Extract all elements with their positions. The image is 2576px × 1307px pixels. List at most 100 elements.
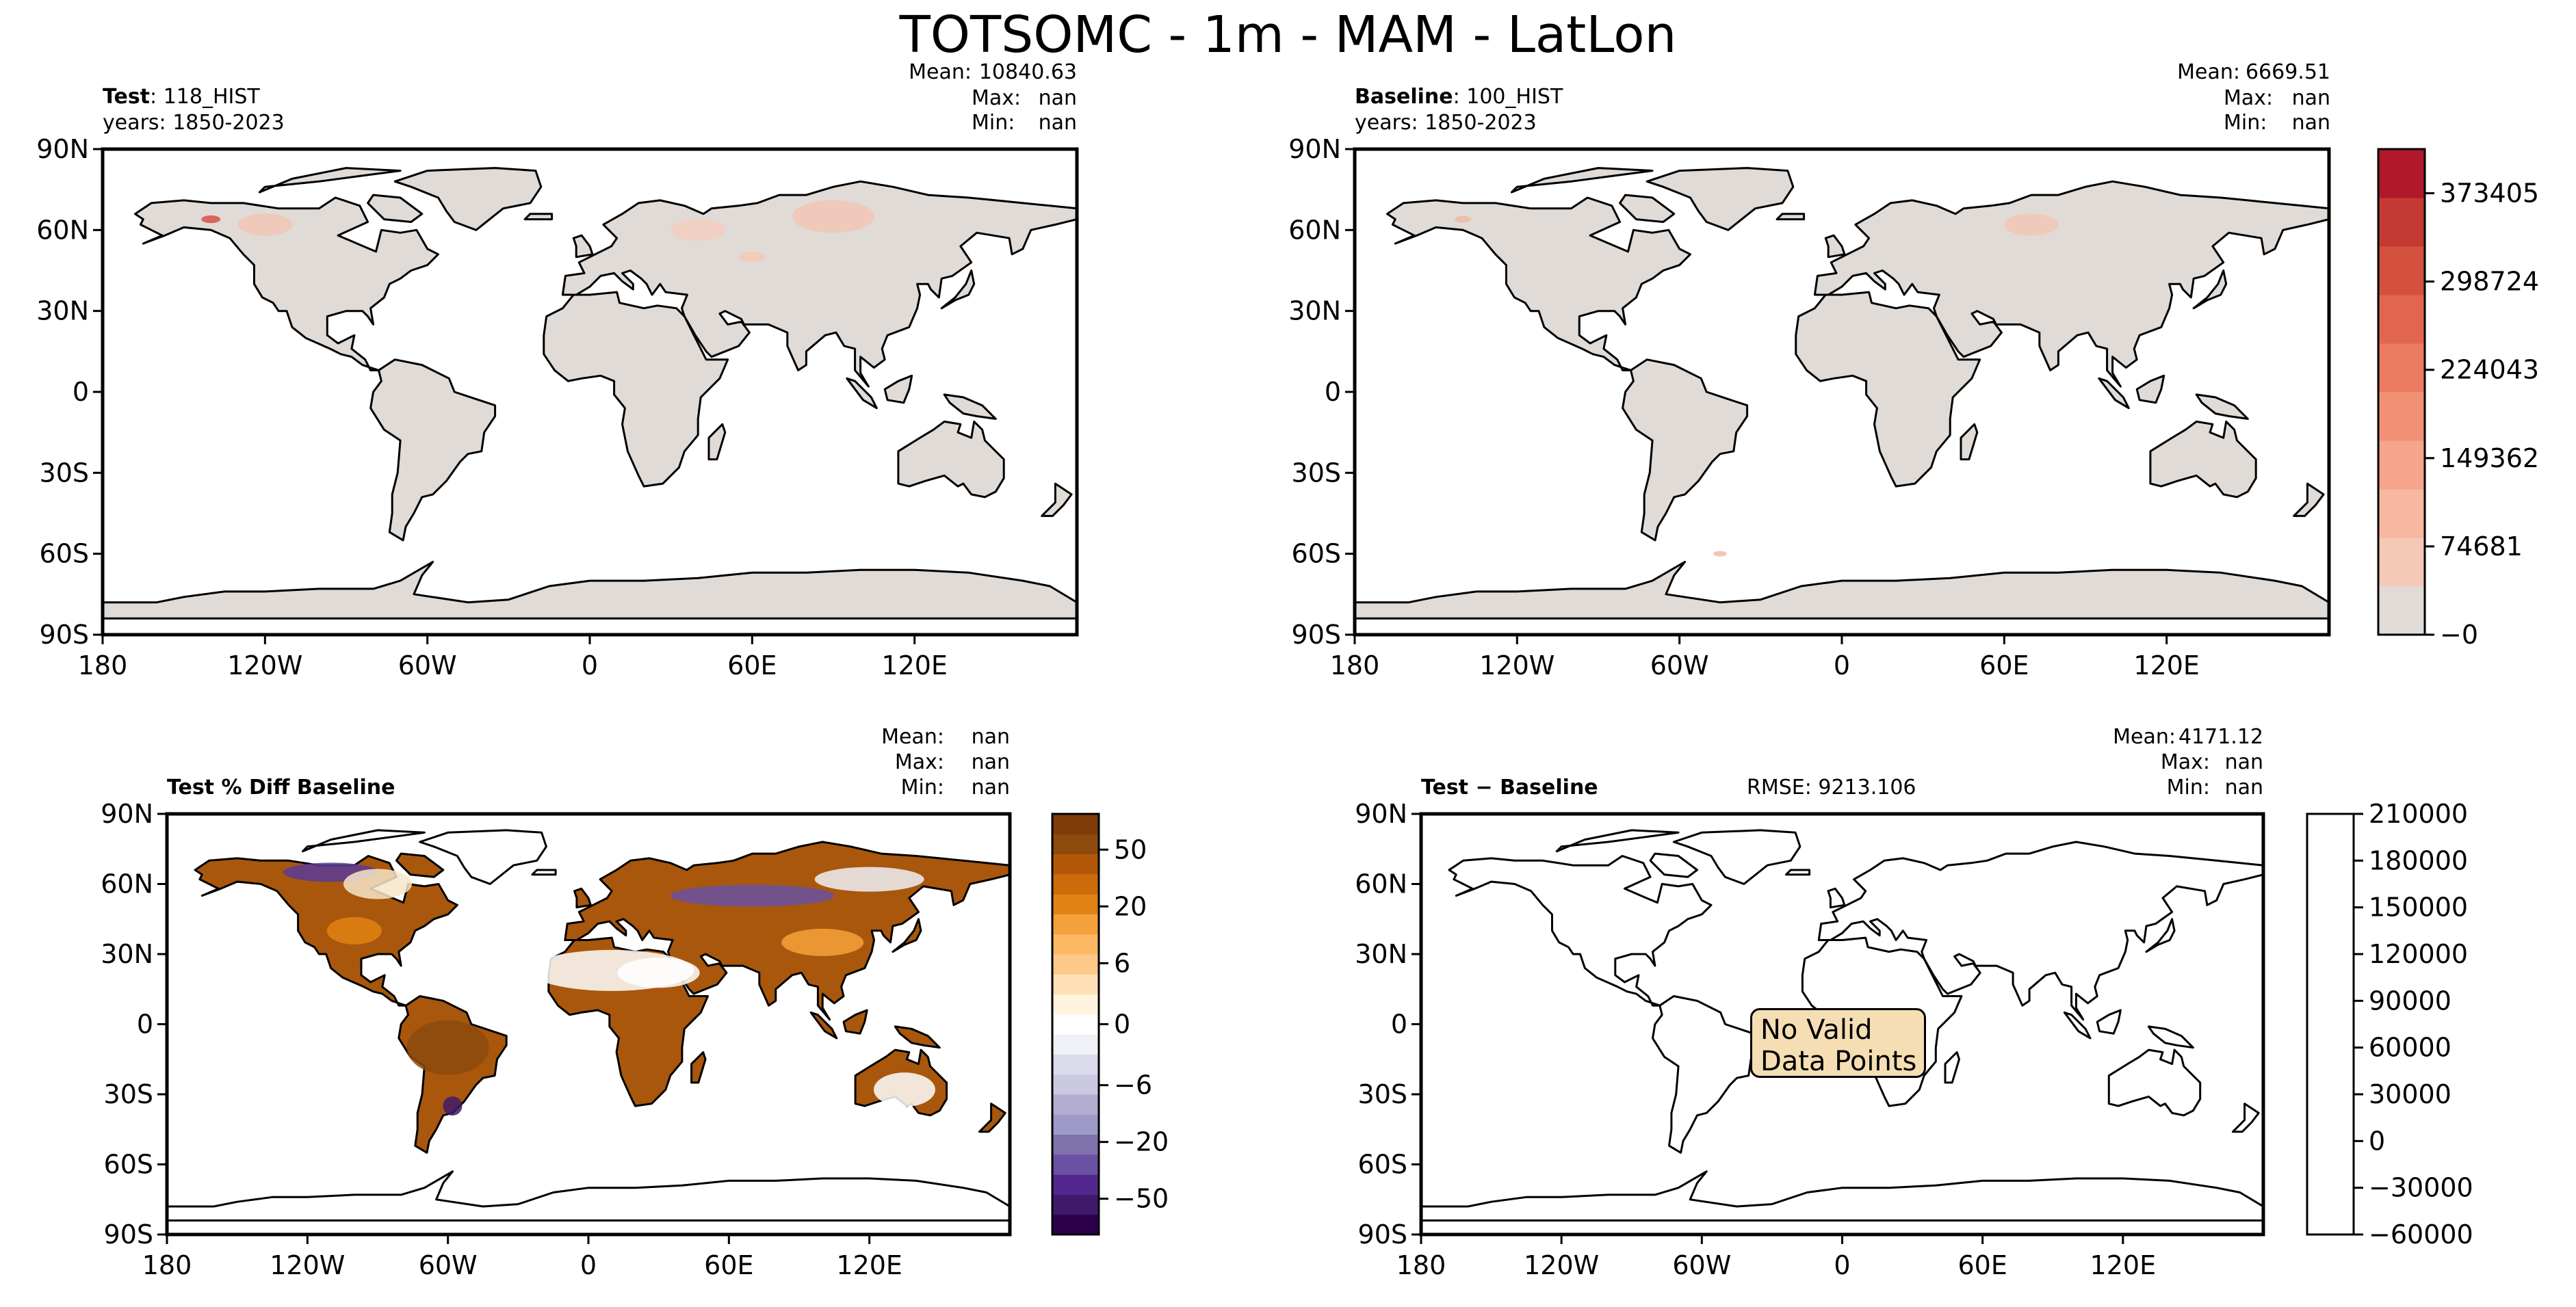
diff-lon-label-4: 60E [1957, 1250, 2007, 1280]
pct-lon-label-5: 120E [836, 1250, 902, 1280]
baseline-south-america-outline [1622, 358, 1749, 542]
pct-lon-label-4: 60E [704, 1250, 753, 1280]
abs-colorbar-segment-9 [2378, 149, 2425, 198]
pct-new-zealand-outline [978, 1103, 1006, 1133]
test-anomaly-4 [738, 251, 766, 263]
test-label-sep: : [150, 85, 164, 109]
test-lat-label-4: 30S [40, 458, 89, 488]
pct-colorbar: 50 20 6 0 −6 −20 −50 [1051, 813, 1169, 1236]
diff-colorbar-tick-label-6: 30000 [2369, 1079, 2451, 1109]
pct-lon-label-0: 180 [142, 1250, 192, 1280]
pct-colorbar-segment-18 [1052, 854, 1099, 875]
pct-colorbar-tick-label-3: 0 [1114, 1009, 1130, 1040]
no-valid-data-box: No Valid Data Points [1750, 1008, 1926, 1078]
abs-colorbar-tick-label-4: 74681 [2440, 531, 2523, 562]
test-new-guinea-outline [943, 393, 997, 420]
test-label-key: Test [103, 85, 151, 109]
baseline-lat-label-1: 60N [1288, 215, 1341, 245]
test-north-america-outline [134, 196, 439, 371]
diff-japan-outline [2145, 918, 2176, 953]
pct-lon-label-2: 60W [419, 1250, 478, 1280]
baseline-anomaly-2 [1713, 551, 1727, 557]
diff-colorbar-tick-label-2: 150000 [2369, 893, 2468, 923]
pct-lat-label-5: 60S [104, 1150, 153, 1180]
baseline-lat-label-0: 90N [1288, 134, 1341, 164]
abs-colorbar-segment-1 [2378, 538, 2425, 587]
abs-colorbar-segment-6 [2378, 295, 2425, 344]
pct-patch-1 [617, 958, 700, 988]
test-greenland-outline [393, 167, 543, 231]
test-lat-label-0: 90N [36, 134, 89, 164]
test-anomaly-3 [671, 219, 726, 241]
baseline-north-america-outline [1386, 196, 1691, 371]
baseline-anomaly-0 [1455, 215, 1472, 223]
pct-colorbar-segment-16 [1052, 894, 1099, 914]
baseline-new-zealand-outline [2293, 482, 2325, 517]
abs-colorbar-tick-label-2: 224043 [2440, 355, 2539, 385]
diff-colorbar-tick-label-3: 120000 [2369, 939, 2468, 969]
pct-min-label: Min: [900, 776, 944, 800]
test-sumatra-outline [846, 377, 878, 410]
baseline-max-label: Max: [2224, 86, 2274, 110]
diff-lon-label-0: 180 [1396, 1250, 1446, 1280]
pct-new-guinea-outline [894, 1025, 941, 1049]
abs-colorbar-tick-label-1: 298724 [2440, 267, 2539, 297]
pct-greenland-outline [419, 829, 547, 885]
pct-mean-label: Mean: [881, 725, 944, 749]
diff-madagascar-outline [1944, 1051, 1960, 1084]
pct-mean-value: nan [971, 725, 1010, 749]
abs-colorbar-tick-label-3: 149362 [2440, 443, 2539, 473]
diff-new-guinea-outline [2147, 1025, 2194, 1049]
abs-colorbar-tick-label-5: −0 [2440, 620, 2478, 650]
pct-colorbar-segment-3 [1052, 1154, 1099, 1175]
diff-colorbar-tick-label-5: 60000 [2369, 1033, 2451, 1063]
pct-colorbar-tick-label-6: −50 [1114, 1184, 1169, 1214]
diff-colorbar-tick-label-0: 210000 [2369, 799, 2468, 829]
diff-lon-label-1: 120W [1524, 1250, 1599, 1280]
baseline-years: years: 1850-2023 [1355, 111, 1537, 135]
abs-colorbar-segment-7 [2378, 246, 2425, 295]
baseline-label-sep: : [1453, 85, 1467, 109]
pct-patch-9 [443, 1096, 463, 1116]
pct-colorbar-segment-15 [1052, 914, 1099, 935]
diff-lat-label-2: 30N [1355, 939, 1407, 969]
pct-baffin-outline [395, 852, 445, 878]
pct-colorbar-tick-label-2: 6 [1114, 948, 1130, 978]
pct-lat-label-3: 0 [137, 1009, 153, 1040]
no-valid-line2: Data Points [1760, 1046, 1917, 1077]
test-south-america-outline [369, 358, 497, 542]
baseline-lat-label-6: 90S [1292, 620, 1341, 650]
diff-title-op: − [1468, 776, 1500, 800]
baseline-min-label: Min: [2224, 111, 2267, 135]
test-uk-outline [572, 234, 594, 259]
baseline-antarctica-outline [1355, 561, 2329, 620]
pct-iceland-outline [531, 869, 557, 876]
pct-colorbar-segment-14 [1052, 934, 1099, 955]
pct-colorbar-segment-8 [1052, 1054, 1099, 1075]
abs-colorbar: 373405 298724 224043 149362 74681 −0 [2377, 148, 2539, 650]
test-lon-label-4: 60E [727, 650, 777, 681]
baseline-panel-label: Baseline: 100_HIST [1355, 87, 1563, 107]
baseline-lon-label-1: 120W [1479, 650, 1554, 681]
baseline-lat-label-3: 0 [1325, 377, 1341, 407]
baseline-lat-label-5: 60S [1292, 539, 1341, 569]
test-antarctica-outline [103, 561, 1077, 620]
test-years: years: 1850-2023 [103, 111, 285, 135]
pct-uk-outline [573, 887, 592, 909]
pct-colorbar-segment-17 [1052, 873, 1099, 895]
baseline-lon-label-2: 60W [1650, 650, 1709, 681]
pct-antarctica-outline [167, 1170, 1010, 1222]
pct-map-content [167, 829, 1010, 1222]
pct-patch-6 [326, 916, 382, 945]
baseline-lon-label-4: 60E [1979, 650, 2029, 681]
test-lon-label-0: 180 [78, 650, 128, 681]
baseline-africa-outline [1795, 291, 1981, 488]
baseline-greenland-outline [1645, 167, 1795, 231]
baseline-lat-label-4: 30S [1292, 458, 1341, 488]
diff-colorbar-tick-label-4: 90000 [2369, 986, 2451, 1016]
diff-sumatra-outline [2063, 1011, 2092, 1040]
pct-lat-label-4: 30S [104, 1079, 153, 1109]
pct-colorbar-tick-label-5: −20 [1114, 1127, 1169, 1157]
